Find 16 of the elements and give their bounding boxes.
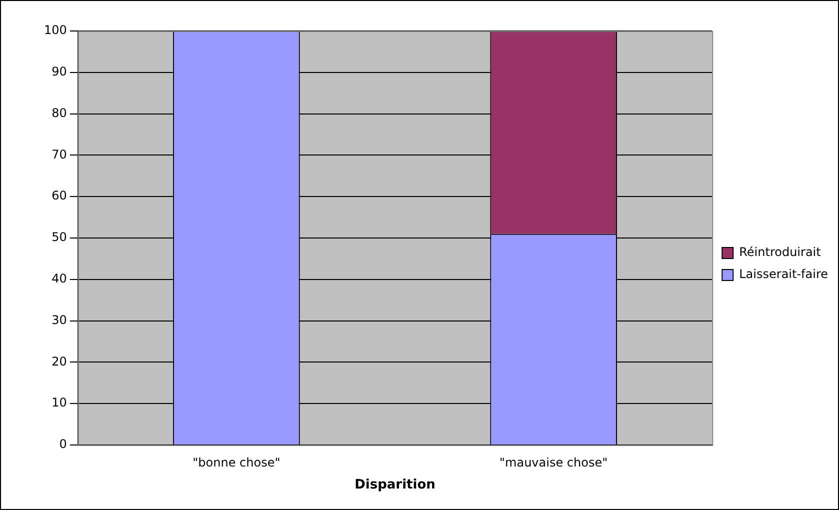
y-tick-label: 50 bbox=[52, 230, 67, 244]
x-tick-label: "bonne chose" bbox=[192, 455, 280, 470]
legend-label: Réintroduirait bbox=[739, 245, 822, 260]
y-tick-label: 0 bbox=[59, 437, 67, 452]
x-axis-title: Disparition bbox=[354, 478, 436, 493]
y-tick-label: 100 bbox=[44, 23, 67, 38]
y-tick-label: 60 bbox=[52, 188, 67, 203]
x-tick-label: "mauvaise chose" bbox=[500, 455, 608, 470]
y-tick-label: 40 bbox=[52, 272, 67, 286]
y-tick-label: 20 bbox=[52, 354, 67, 368]
y-tick-label: 10 bbox=[52, 396, 67, 410]
legend-label: Laisserait-faire bbox=[739, 267, 828, 282]
y-tick-label: 90 bbox=[52, 64, 67, 79]
y-tick-label: 30 bbox=[52, 312, 67, 327]
y-tick-label: 70 bbox=[52, 147, 67, 162]
y-tick-label: 80 bbox=[52, 106, 67, 120]
